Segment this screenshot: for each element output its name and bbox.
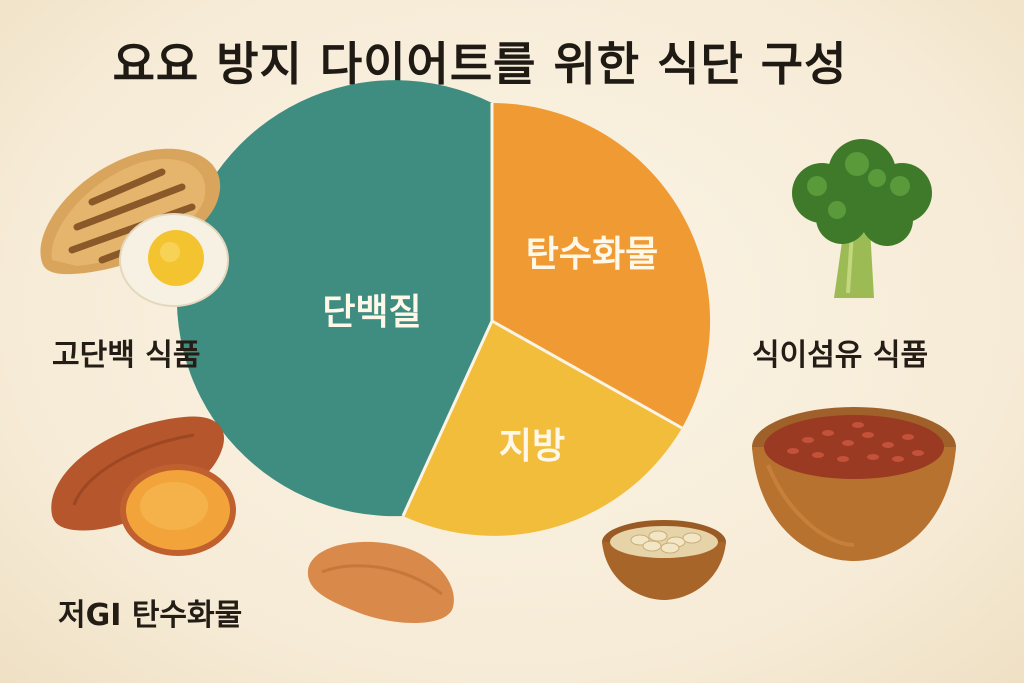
sweet-potato-icon — [44, 405, 244, 565]
oats-bowl-icon — [600, 512, 728, 602]
slice-fat — [403, 321, 682, 536]
red-rice-bowl-icon — [748, 395, 960, 565]
slice-label-fat: 지방 — [499, 426, 565, 467]
label-low-gi-carbs: 저GI 탄수화물 — [58, 598, 243, 633]
slice-carbohydrate — [492, 102, 711, 428]
label-fiber-foods: 식이섬유 식품 — [752, 338, 929, 373]
macro-pie-chart: 단백질 탄수화물 지방 — [176, 80, 722, 536]
page-title: 요요 방지 다이어트를 위한 식단 구성 — [112, 37, 848, 91]
broccoli-icon — [782, 138, 942, 308]
sweet-potato-bottom-icon — [302, 530, 462, 630]
sweet-potato-half-icon — [118, 460, 238, 560]
slice-label-protein: 단백질 — [322, 292, 421, 333]
slice-protein — [176, 80, 492, 517]
boiled-egg-icon — [118, 212, 230, 308]
pie-svg: 단백질 탄수화물 지방 — [176, 80, 711, 536]
slice-label-carbohydrate: 탄수화물 — [526, 234, 658, 275]
label-protein-foods: 고단백 식품 — [52, 338, 201, 373]
